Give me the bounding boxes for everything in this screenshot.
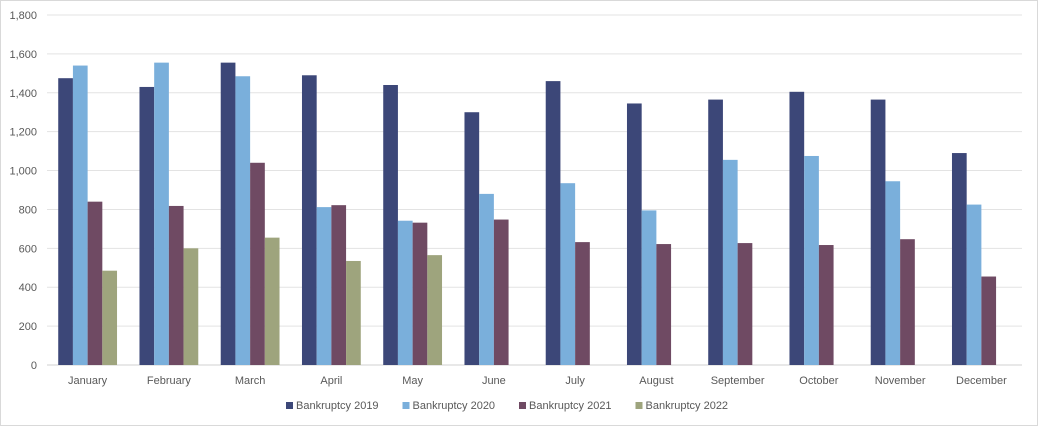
bar-bankruptcy-2021	[737, 243, 753, 365]
bar-bankruptcy-2020	[885, 181, 901, 365]
bar-bankruptcy-2021	[981, 276, 997, 365]
y-tick-label: 0	[31, 360, 37, 372]
bar-bankruptcy-2021	[656, 244, 672, 365]
legend-label: Bankruptcy 2022	[646, 400, 729, 412]
y-tick-label: 600	[19, 243, 37, 255]
bar-bankruptcy-2019	[545, 81, 561, 365]
bar-bankruptcy-2020	[316, 207, 332, 365]
bar-bankruptcy-2022	[183, 248, 199, 365]
bar-bankruptcy-2019	[220, 62, 236, 366]
x-tick-label: September	[711, 375, 765, 387]
bar-bankruptcy-2020	[72, 65, 88, 366]
x-tick-label: July	[565, 375, 585, 387]
x-tick-label: December	[956, 375, 1007, 387]
bar-bankruptcy-2020	[641, 210, 657, 365]
bar-bankruptcy-2020	[235, 76, 251, 365]
bar-bankruptcy-2021	[331, 205, 347, 365]
bar-bankruptcy-2021	[87, 201, 103, 365]
x-tick-label: January	[68, 375, 108, 387]
bar-bankruptcy-2020	[397, 220, 413, 365]
y-tick-label: 1,200	[9, 127, 37, 139]
bar-bankruptcy-2019	[951, 153, 967, 365]
legend-swatch	[635, 402, 643, 409]
legend-swatch	[286, 402, 293, 409]
bar-bankruptcy-2019	[383, 85, 398, 365]
bar-bankruptcy-2021	[168, 205, 184, 365]
legend-swatch	[519, 402, 526, 409]
bar-bankruptcy-2019	[789, 91, 805, 366]
bar-bankruptcy-2021	[575, 242, 590, 365]
y-tick-label: 400	[19, 282, 37, 294]
bar-bankruptcy-2019	[464, 112, 480, 365]
x-tick-label: February	[147, 375, 192, 387]
bar-bankruptcy-2020	[804, 155, 819, 365]
x-tick-label: June	[482, 375, 506, 387]
y-tick-label: 1,600	[9, 49, 37, 61]
bar-bankruptcy-2021	[818, 245, 834, 365]
bar-bankruptcy-2021	[900, 239, 915, 365]
bar-bankruptcy-2019	[58, 78, 73, 365]
bar-bankruptcy-2019	[870, 99, 886, 365]
legend-swatch	[402, 402, 410, 409]
bar-bankruptcy-2020	[479, 193, 494, 365]
bar-bankruptcy-2020	[560, 183, 576, 365]
legend-label: Bankruptcy 2019	[296, 400, 379, 412]
bar-bankruptcy-2019	[708, 99, 723, 365]
x-tick-label: November	[875, 375, 926, 387]
y-tick-label: 1,800	[9, 10, 37, 22]
y-tick-label: 1,400	[9, 88, 37, 100]
bar-bankruptcy-2019	[626, 103, 642, 365]
bar-bankruptcy-2019	[139, 86, 155, 365]
x-tick-label: April	[320, 375, 342, 387]
y-tick-label: 1,000	[9, 166, 37, 178]
bar-bankruptcy-2020	[154, 62, 169, 366]
bar-bankruptcy-2021	[412, 222, 428, 365]
bar-bankruptcy-2019	[301, 75, 317, 366]
bar-bankruptcy-2021	[250, 162, 265, 365]
x-tick-label: October	[799, 375, 838, 387]
x-tick-label: May	[402, 375, 423, 387]
y-tick-label: 200	[19, 321, 37, 333]
bar-bankruptcy-2022	[427, 255, 443, 365]
y-tick-label: 800	[19, 204, 37, 216]
bar-bankruptcy-2021	[493, 219, 509, 365]
bar-bankruptcy-2020	[722, 159, 738, 365]
x-tick-label: August	[639, 375, 673, 387]
bar-bankruptcy-2022	[264, 237, 280, 365]
x-tick-label: March	[235, 375, 266, 387]
legend-label: Bankruptcy 2020	[413, 400, 496, 412]
legend-label: Bankruptcy 2021	[529, 400, 612, 412]
bar-bankruptcy-2022	[346, 260, 361, 365]
bar-bankruptcy-2022	[102, 270, 118, 365]
bar-bankruptcy-2020	[966, 204, 982, 365]
